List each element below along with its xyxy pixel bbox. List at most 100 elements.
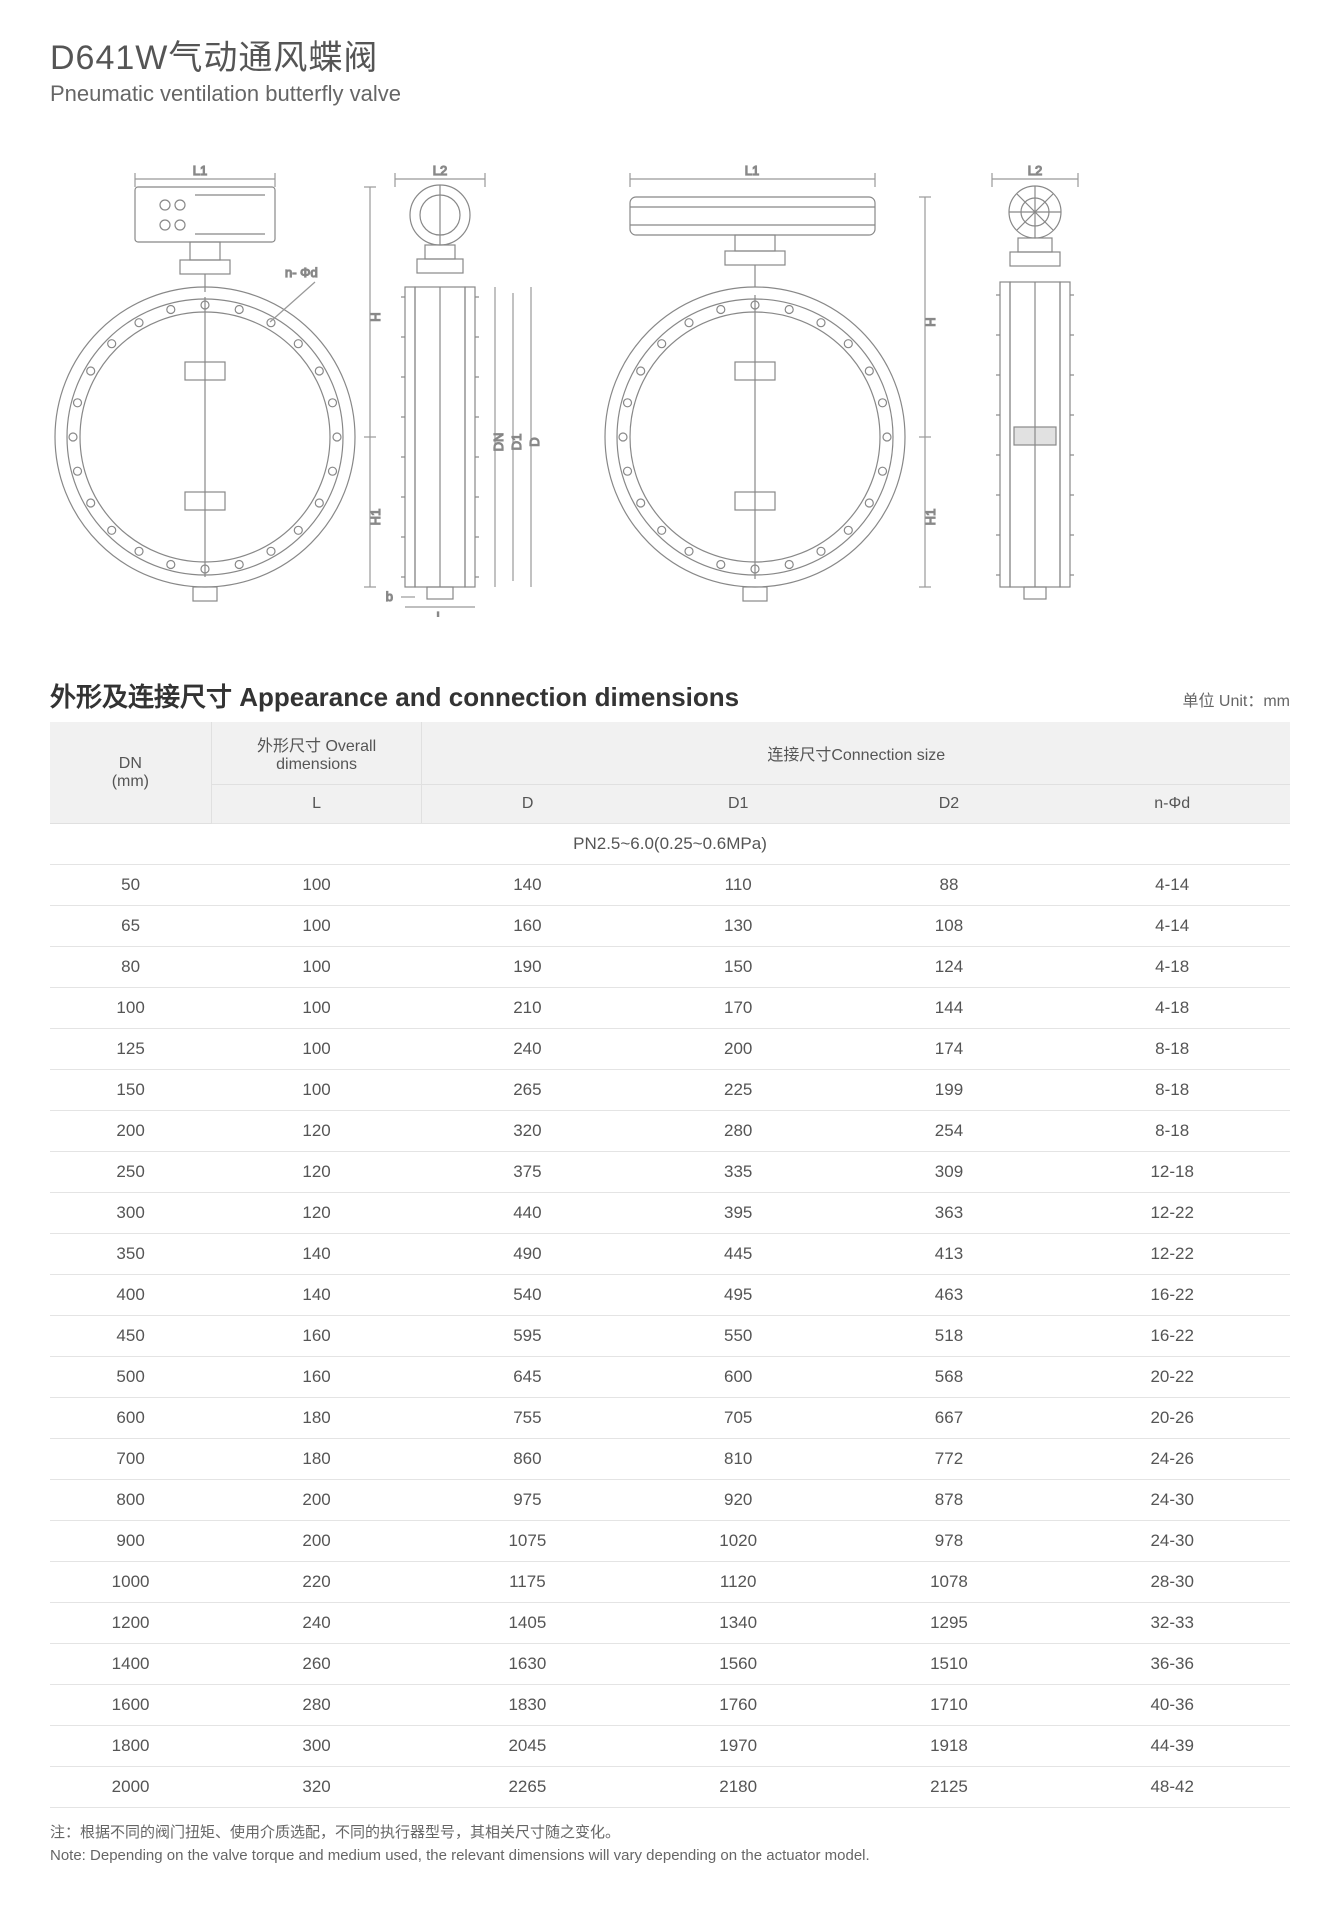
title-chinese: D641W气动通风蝶阀 — [50, 30, 1290, 79]
table-cell: 978 — [844, 1521, 1055, 1562]
table-cell: 100 — [211, 947, 422, 988]
table-cell: 265 — [422, 1070, 633, 1111]
table-cell: 280 — [633, 1111, 844, 1152]
table-cell: 16-22 — [1054, 1316, 1290, 1357]
table-row: 200032022652180212548-42 — [50, 1767, 1290, 1808]
table-cell: 540 — [422, 1275, 633, 1316]
dim-nphi: n- Φd — [285, 265, 318, 280]
table-cell: 80 — [50, 947, 211, 988]
table-cell: 500 — [50, 1357, 211, 1398]
table-cell: 110 — [633, 865, 844, 906]
table-cell: 1175 — [422, 1562, 633, 1603]
table-row: 120024014051340129532-33 — [50, 1603, 1290, 1644]
table-cell: 180 — [211, 1398, 422, 1439]
table-cell: 1510 — [844, 1644, 1055, 1685]
table-cell: 320 — [422, 1111, 633, 1152]
dim-h-a: H — [368, 312, 383, 321]
table-row: 45016059555051816-22 — [50, 1316, 1290, 1357]
table-cell: 1630 — [422, 1644, 633, 1685]
table-cell: 800 — [50, 1480, 211, 1521]
pressure-row: PN2.5~6.0(0.25~0.6MPa) — [50, 824, 1290, 865]
table-cell: 320 — [211, 1767, 422, 1808]
th-overall-group: 外形尺寸 Overall dimensions — [211, 722, 422, 785]
table-cell: 240 — [211, 1603, 422, 1644]
table-cell: 20-26 — [1054, 1398, 1290, 1439]
table-cell: 260 — [211, 1644, 422, 1685]
section-title: 外形及连接尺寸 Appearance and connection dimens… — [50, 677, 739, 714]
table-row: 80020097592087824-30 — [50, 1480, 1290, 1521]
table-cell: 1405 — [422, 1603, 633, 1644]
dim-h1-a: H1 — [368, 509, 383, 526]
unit-label: 单位 Unit：mm — [1182, 687, 1290, 711]
table-cell: 900 — [50, 1521, 211, 1562]
table-cell: 16-22 — [1054, 1275, 1290, 1316]
table-cell: 645 — [422, 1357, 633, 1398]
footnote-en: Note: Depending on the valve torque and … — [50, 1845, 1290, 1868]
table-cell: 254 — [844, 1111, 1055, 1152]
table-row: 801001901501244-18 — [50, 947, 1290, 988]
dim-h1-b: H1 — [923, 509, 938, 526]
table-cell: 1710 — [844, 1685, 1055, 1726]
table-cell: 878 — [844, 1480, 1055, 1521]
table-cell: 568 — [844, 1357, 1055, 1398]
dim-d: D — [527, 437, 542, 446]
table-cell: 24-26 — [1054, 1439, 1290, 1480]
table-cell: 4-18 — [1054, 988, 1290, 1029]
table-cell: 250 — [50, 1152, 211, 1193]
table-cell: 225 — [633, 1070, 844, 1111]
table-cell: 160 — [422, 906, 633, 947]
table-cell: 667 — [844, 1398, 1055, 1439]
table-cell: 36-36 — [1054, 1644, 1290, 1685]
table-cell: 100 — [211, 906, 422, 947]
table-cell: 150 — [633, 947, 844, 988]
table-cell: 1120 — [633, 1562, 844, 1603]
th-col-l: L — [211, 785, 422, 824]
table-cell: 400 — [50, 1275, 211, 1316]
table-cell: 755 — [422, 1398, 633, 1439]
footnote-cn: 注：根据不同的阀门扭矩、使用介质选配，不同的执行器型号，其相关尺寸随之变化。 — [50, 1822, 1290, 1845]
table-cell: 413 — [844, 1234, 1055, 1275]
th-connection-group: 连接尺寸Connection size — [422, 722, 1290, 785]
dim-b: b — [386, 589, 393, 604]
table-cell: 595 — [422, 1316, 633, 1357]
diagram-svg: L1 — [50, 157, 1290, 617]
th-col-d: D — [422, 785, 633, 824]
table-cell: 1970 — [633, 1726, 844, 1767]
table-cell: 1400 — [50, 1644, 211, 1685]
table-row: 60018075570566720-26 — [50, 1398, 1290, 1439]
table-cell: 300 — [50, 1193, 211, 1234]
table-cell: 200 — [50, 1111, 211, 1152]
table-cell: 8-18 — [1054, 1111, 1290, 1152]
dim-l1-a: L1 — [193, 163, 207, 178]
table-cell: 48-42 — [1054, 1767, 1290, 1808]
table-row: 1501002652251998-18 — [50, 1070, 1290, 1111]
table-cell: 1918 — [844, 1726, 1055, 1767]
table-cell: 200 — [211, 1521, 422, 1562]
th-col-d2: D2 — [844, 785, 1055, 824]
table-cell: 920 — [633, 1480, 844, 1521]
table-row: 50016064560056820-22 — [50, 1357, 1290, 1398]
table-cell: 50 — [50, 865, 211, 906]
th-dn: DN (mm) — [50, 722, 211, 824]
table-cell: 518 — [844, 1316, 1055, 1357]
table-cell: 300 — [211, 1726, 422, 1767]
dimensions-table: DN (mm) 外形尺寸 Overall dimensions 连接尺寸Conn… — [50, 722, 1290, 1808]
th-col-d1: D1 — [633, 785, 844, 824]
table-cell: 200 — [633, 1029, 844, 1070]
table-cell: 705 — [633, 1398, 844, 1439]
table-cell: 199 — [844, 1070, 1055, 1111]
th-col-n-φd: n-Φd — [1054, 785, 1290, 824]
table-cell: 1295 — [844, 1603, 1055, 1644]
table-cell: 490 — [422, 1234, 633, 1275]
table-cell: 12-18 — [1054, 1152, 1290, 1193]
table-cell: 975 — [422, 1480, 633, 1521]
table-cell: 1800 — [50, 1726, 211, 1767]
dim-l2-b: L2 — [1028, 163, 1042, 178]
table-cell: 1830 — [422, 1685, 633, 1726]
table-row: 180030020451970191844-39 — [50, 1726, 1290, 1767]
table-cell: 4-14 — [1054, 865, 1290, 906]
table-cell: 2000 — [50, 1767, 211, 1808]
table-cell: 600 — [50, 1398, 211, 1439]
table-cell: 1020 — [633, 1521, 844, 1562]
table-cell: 210 — [422, 988, 633, 1029]
